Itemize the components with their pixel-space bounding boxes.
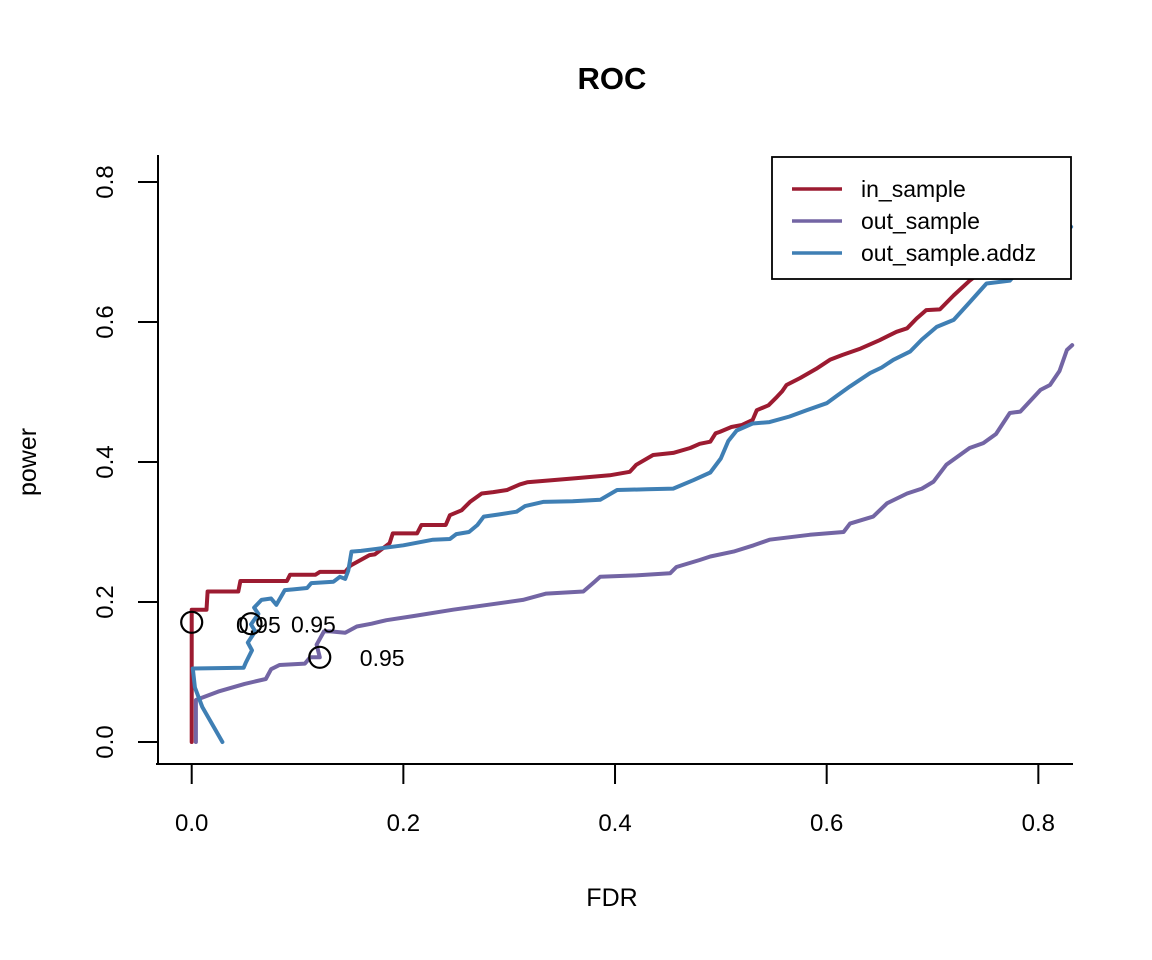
- curves-group: [189, 218, 1075, 744]
- legend-label-out_sample.addz: out_sample.addz: [861, 240, 1036, 266]
- series-line-in_sample: [189, 218, 1035, 744]
- series-line-out_sample.addz: [190, 224, 1074, 744]
- x-tick-label: 0.0: [175, 810, 208, 837]
- y-tick-label: 0.2: [92, 585, 119, 618]
- legend-label-in_sample: in_sample: [861, 176, 966, 202]
- axes-group: 0.0 0.2 0.4 0.6 0.8 0.0 0.2 0.4 0.6 0.8: [92, 155, 1073, 837]
- threshold-circle-in_sample: [180, 610, 204, 634]
- x-tick-label: 0.4: [598, 810, 631, 837]
- y-tick-label: 0.4: [92, 445, 119, 478]
- y-tick-label: 0.8: [92, 165, 119, 198]
- y-tick-label: 0.6: [92, 305, 119, 338]
- threshold-circle-out_sample: [308, 645, 332, 669]
- legend-label-out_sample: out_sample: [861, 208, 980, 234]
- threshold-label-out_sample: 0.95: [360, 645, 405, 671]
- legend: in_sample out_sample out_sample.addz: [771, 156, 1072, 280]
- y-tick-label: 0.0: [92, 725, 119, 758]
- legend-box: [771, 156, 1072, 280]
- x-tick-label: 0.6: [810, 810, 843, 837]
- y-axis-title: power: [14, 428, 42, 496]
- threshold-circle-out_sample.addz: [239, 612, 263, 636]
- annotations-group: 0.95 0.950.95: [180, 610, 405, 671]
- threshold-label-out_sample.addz: 0.95: [291, 611, 336, 637]
- chart-title: ROC: [578, 61, 647, 96]
- x-axis-title: FDR: [586, 884, 637, 912]
- x-tick-label: 0.2: [387, 810, 420, 837]
- series-line-out_sample: [193, 343, 1075, 744]
- x-tick-label: 0.8: [1022, 810, 1055, 837]
